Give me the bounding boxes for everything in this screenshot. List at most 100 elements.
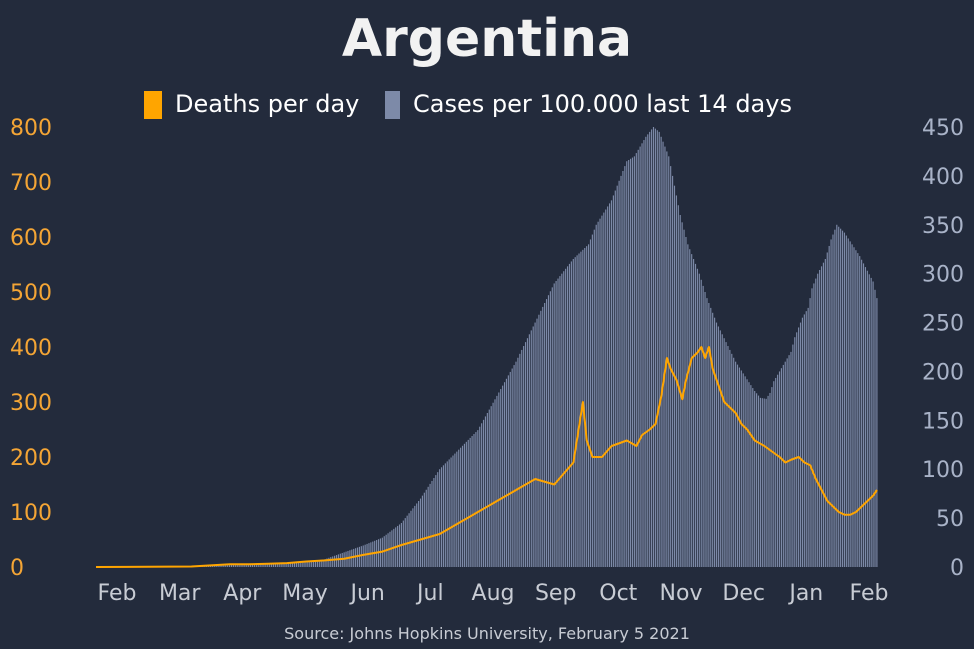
cases-bar <box>423 492 425 567</box>
cases-bar <box>523 346 525 567</box>
x-tick-label: May <box>282 581 327 606</box>
cases-bar <box>696 268 698 567</box>
cases-bar <box>509 371 511 567</box>
cases-bar <box>700 279 702 567</box>
cases-bar <box>293 562 296 567</box>
cases-bar <box>339 553 341 567</box>
cases-bar <box>532 326 534 567</box>
cases-bar <box>828 245 830 567</box>
x-tick-label: Jan <box>787 581 823 606</box>
cases-bar <box>206 566 208 567</box>
cases-bar <box>477 430 479 567</box>
cases-bar <box>651 129 653 567</box>
cases-bar <box>599 218 601 568</box>
cases-bar <box>647 134 649 567</box>
cases-bar <box>815 278 817 567</box>
cases-bar <box>597 221 599 567</box>
cases-bar <box>723 338 725 567</box>
cases-bar <box>272 563 275 567</box>
cases-bar <box>229 565 231 567</box>
cases-bar <box>292 562 294 567</box>
cases-bar <box>246 564 248 567</box>
cases-bar <box>240 564 242 567</box>
cases-bar <box>230 564 233 567</box>
cases-bar <box>286 563 288 567</box>
cases-bar <box>861 259 863 567</box>
cases-bar <box>694 263 697 567</box>
cases-bar <box>503 382 506 567</box>
cases-bar <box>738 367 740 567</box>
x-tick-label: Feb <box>98 581 137 606</box>
cases-bar <box>609 203 611 567</box>
cases-bar <box>803 314 805 567</box>
cases-bar <box>708 303 710 567</box>
cases-bar <box>492 402 494 567</box>
cases-bar <box>309 561 311 567</box>
cases-bar <box>404 518 406 567</box>
cases-bar <box>761 398 763 567</box>
cases-bar <box>498 392 500 567</box>
cases-bar <box>857 253 859 567</box>
cases-bar <box>303 562 305 567</box>
cases-bar <box>362 545 364 567</box>
cases-bar <box>412 508 414 567</box>
cases-bar <box>570 261 572 567</box>
right-tick-label: 300 <box>922 263 964 288</box>
cases-bar <box>328 557 330 567</box>
cases-bar <box>456 451 458 567</box>
cases-bar <box>832 234 834 567</box>
cases-bar <box>534 322 536 567</box>
cases-bar <box>792 344 794 567</box>
cases-bar <box>213 565 215 567</box>
cases-bar <box>645 136 647 567</box>
cases-bar <box>540 310 542 567</box>
cases-bar <box>276 563 278 567</box>
cases-bar <box>301 562 303 567</box>
cases-bar <box>421 495 424 567</box>
cases-bar <box>824 259 826 567</box>
cases-bar <box>817 273 819 567</box>
cases-bar <box>870 277 872 567</box>
cases-bar <box>859 256 861 567</box>
cases-bar <box>637 149 639 567</box>
cases-bar <box>780 368 782 567</box>
cases-bar <box>847 238 849 567</box>
cases-bar <box>324 559 326 567</box>
cases-bar <box>656 130 658 567</box>
left-tick-label: 400 <box>10 336 52 361</box>
cases-bar <box>528 334 530 567</box>
cases-bar <box>425 489 427 567</box>
cases-bar <box>261 564 263 567</box>
cases-bar <box>326 558 328 567</box>
cases-bar <box>838 226 840 568</box>
cases-bar <box>593 229 595 568</box>
cases-bar <box>757 395 760 567</box>
cases-bar <box>628 160 630 567</box>
cases-bar <box>754 391 756 567</box>
cases-bar <box>809 298 811 567</box>
cases-bar <box>631 157 634 567</box>
cases-bar <box>826 252 828 568</box>
cases-bar <box>217 565 219 567</box>
x-tick-label: Sep <box>535 581 576 606</box>
cases-bar <box>746 379 748 567</box>
x-tick-label: Apr <box>223 581 262 606</box>
cases-bar <box>502 385 504 567</box>
cases-bar <box>748 382 750 567</box>
x-tick-label: Jul <box>415 581 444 606</box>
cases-bar <box>337 554 339 567</box>
cases-bar <box>526 338 529 567</box>
cases-bar <box>450 457 452 567</box>
cases-bar <box>874 289 876 567</box>
cases-bar <box>446 461 448 567</box>
cases-bar <box>341 553 343 567</box>
right-tick-label: 50 <box>936 507 964 532</box>
cases-bar <box>251 564 254 567</box>
cases-bar <box>572 259 574 567</box>
cases-bar <box>729 349 731 567</box>
cases-bar <box>227 565 229 567</box>
right-axis: 0 50 100 150 200 250 300 350 400 450 <box>922 116 964 581</box>
cases-bar <box>805 311 807 567</box>
cases-bar <box>717 326 719 567</box>
cases-bar <box>253 564 255 567</box>
